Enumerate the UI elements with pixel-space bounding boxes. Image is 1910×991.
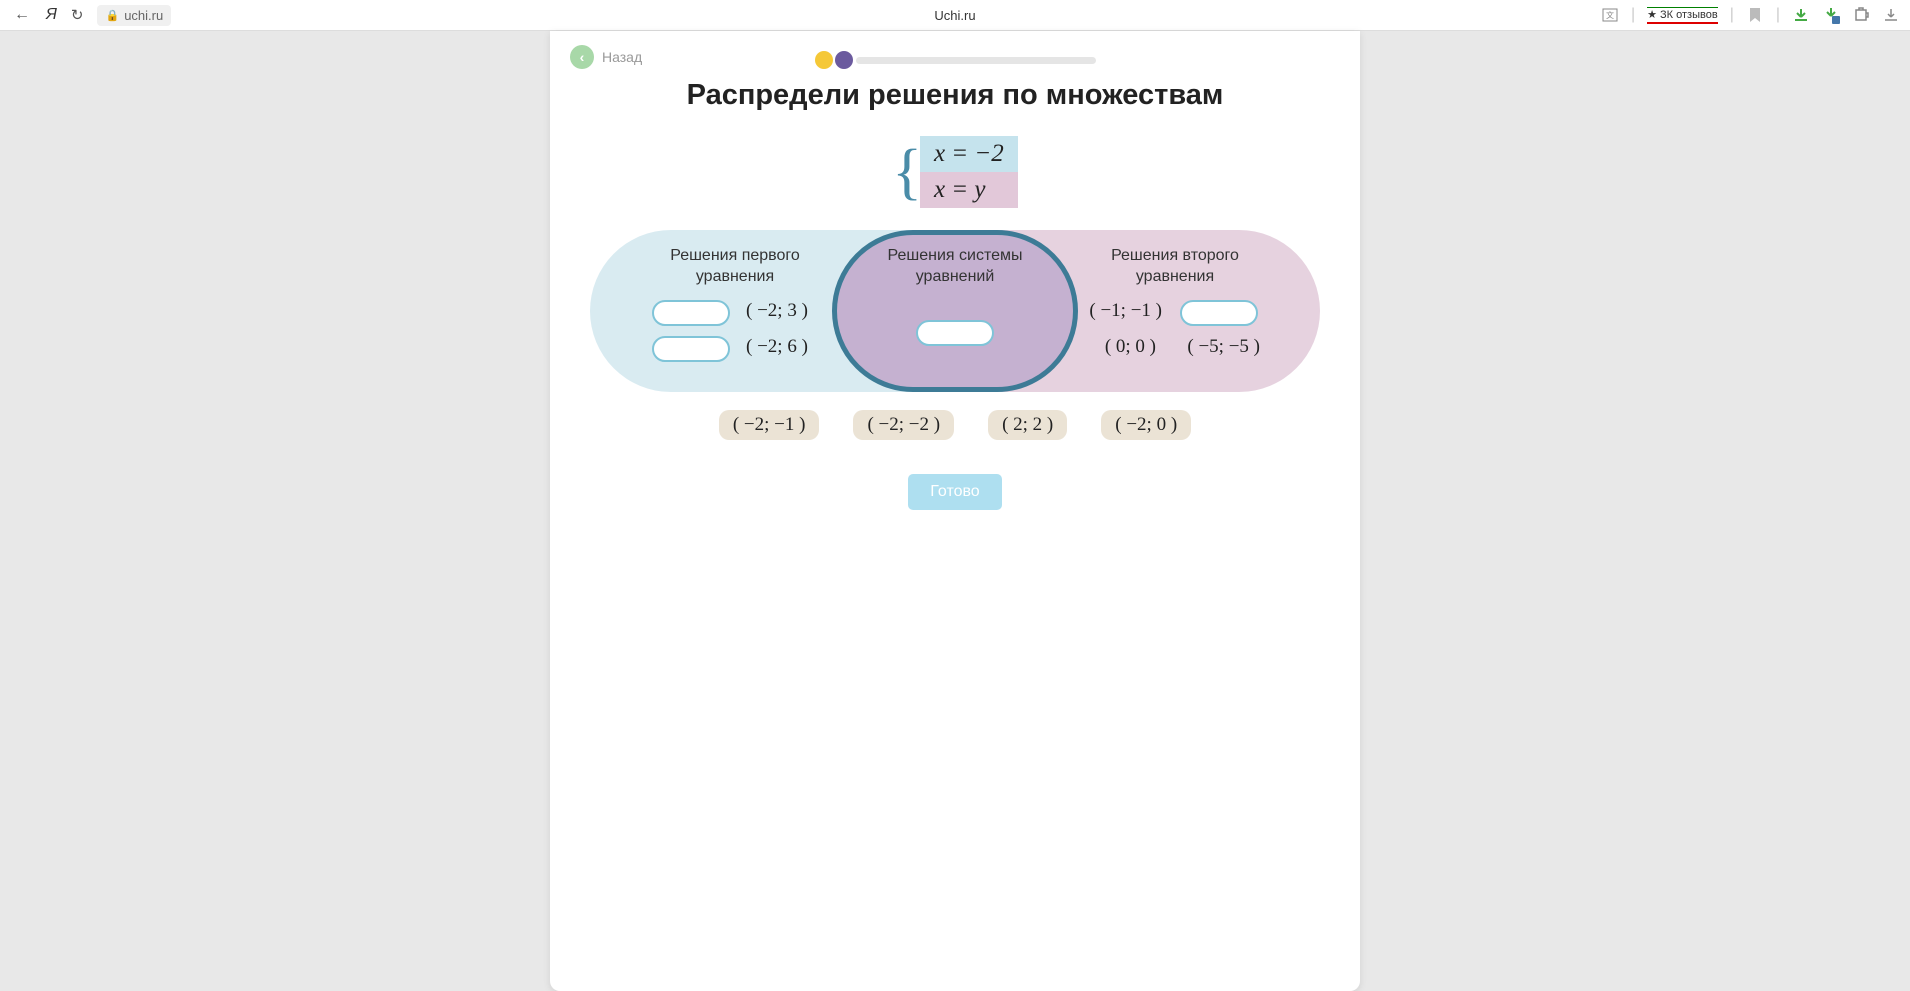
venn-diagram: Решения первого уравнения Решения систем… xyxy=(590,230,1320,392)
separator: | xyxy=(1776,6,1780,24)
yandex-logo[interactable]: Я xyxy=(46,6,57,24)
separator: | xyxy=(1631,6,1635,24)
toolbar-right: 文 | ★ ЗК отзывов | | xyxy=(1601,6,1900,24)
equation-2: x = y xyxy=(920,172,1018,208)
back-nav-button[interactable]: ← xyxy=(10,3,34,27)
coord-left-1: ( −2; 3 ) xyxy=(746,300,808,322)
coord-right-3: ( −5; −5 ) xyxy=(1187,336,1260,358)
answer-chips-row: ( −2; −1 ) ( −2; −2 ) ( 2; 2 ) ( −2; 0 ) xyxy=(570,410,1340,440)
label-system: Решения системы уравнений xyxy=(865,246,1045,288)
coord-left-2: ( −2; 6 ) xyxy=(746,336,808,358)
equation-1: x = −2 xyxy=(920,136,1018,172)
brace-icon: { xyxy=(892,146,922,199)
downloads-icon[interactable] xyxy=(1882,6,1900,24)
task-title: Распредели решения по множествам xyxy=(570,79,1340,112)
bookmark-icon[interactable] xyxy=(1746,6,1764,24)
label-second: Решения второго уравнения xyxy=(1085,246,1265,288)
progress-dot-1 xyxy=(815,51,833,69)
drop-slot-right-1[interactable] xyxy=(1180,300,1258,326)
back-button[interactable]: ‹ xyxy=(570,45,594,69)
browser-toolbar: ← Я ↻ 🔒 uchi.ru Uchi.ru 文 | ★ ЗК отзывов… xyxy=(0,0,1910,31)
page-title: Uchi.ru xyxy=(934,8,975,23)
reload-button[interactable]: ↻ xyxy=(71,6,84,24)
address-bar[interactable]: 🔒 uchi.ru xyxy=(97,5,171,26)
answer-chip[interactable]: ( −2; 0 ) xyxy=(1101,410,1191,440)
progress-dot-2 xyxy=(835,51,853,69)
progress-bar xyxy=(856,57,1096,64)
chevron-left-icon: ‹ xyxy=(580,49,585,65)
drop-slot-left-1[interactable] xyxy=(652,300,730,326)
answer-chip[interactable]: ( −2; −2 ) xyxy=(853,410,954,440)
download-badge-icon[interactable] xyxy=(1822,6,1840,24)
drop-slot-center[interactable] xyxy=(916,320,994,346)
progress-indicator xyxy=(570,51,1340,69)
answer-chip[interactable]: ( 2; 2 ) xyxy=(988,410,1067,440)
translate-icon[interactable]: 文 xyxy=(1601,6,1619,24)
url-text: uchi.ru xyxy=(124,8,163,23)
download-green-icon[interactable] xyxy=(1792,6,1810,24)
answer-chip[interactable]: ( −2; −1 ) xyxy=(719,410,820,440)
equation-system: { x = −2 x = y xyxy=(570,136,1340,208)
separator: | xyxy=(1730,6,1734,24)
lesson-card: ‹ Назад Распредели решения по множествам… xyxy=(550,31,1360,991)
drop-slot-left-2[interactable] xyxy=(652,336,730,362)
extension-icon[interactable] xyxy=(1852,6,1870,24)
coord-right-2: ( 0; 0 ) xyxy=(1105,336,1156,358)
coord-right-1: ( −1; −1 ) xyxy=(1089,300,1162,322)
lock-icon: 🔒 xyxy=(105,9,119,22)
done-button[interactable]: Готово xyxy=(908,474,1001,510)
label-first: Решения первого уравнения xyxy=(645,246,825,288)
back-label: Назад xyxy=(602,49,642,65)
svg-text:文: 文 xyxy=(1606,10,1614,20)
reviews-link[interactable]: ★ ЗК отзывов xyxy=(1647,7,1718,24)
content-area: ‹ Назад Распредели решения по множествам… xyxy=(0,31,1910,991)
